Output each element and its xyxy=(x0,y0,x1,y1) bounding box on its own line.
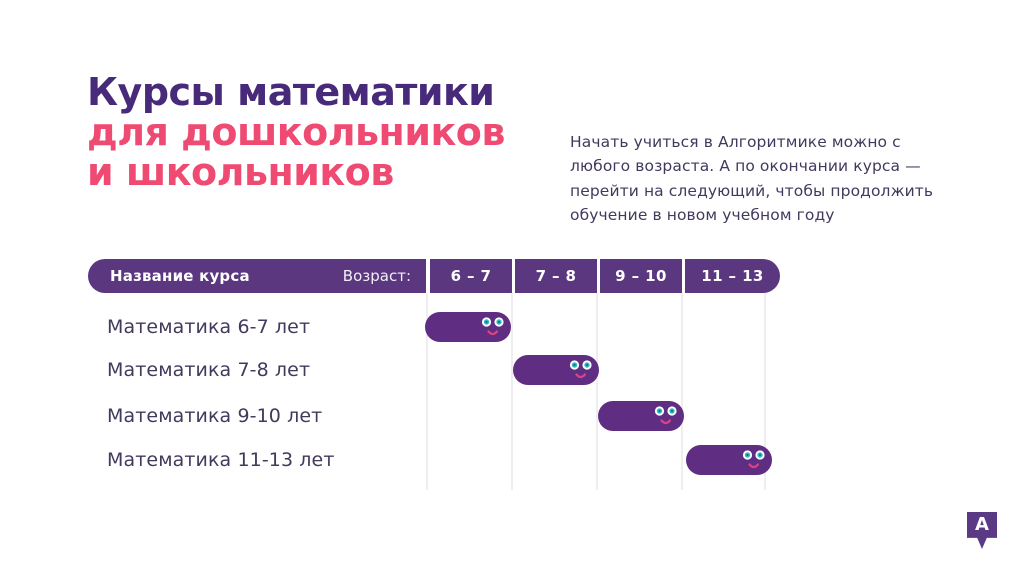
table-header-age-column: 11 – 13 xyxy=(685,259,780,293)
age-range-pill xyxy=(686,445,772,475)
column-grid-line xyxy=(596,293,598,490)
algoritmika-logo: A xyxy=(967,512,997,549)
table-header-age-column: 6 – 7 xyxy=(430,259,512,293)
table-header-course-name: Название курса Возраст: xyxy=(88,259,426,293)
table-header-age-column: 9 – 10 xyxy=(600,259,682,293)
smiley-face-icon xyxy=(569,360,592,379)
age-range-pill xyxy=(425,312,511,342)
column-grid-line xyxy=(511,293,513,490)
title-line-1: Курсы математики xyxy=(87,70,495,114)
age-header-label: Возраст: xyxy=(342,267,411,285)
column-grid-line xyxy=(426,293,428,490)
smiley-face-icon xyxy=(654,406,677,425)
title-line-3: и школьников xyxy=(87,150,394,194)
course-row-label: Математика 6-7 лет xyxy=(107,316,311,338)
course-row-label: Математика 9-10 лет xyxy=(107,405,323,427)
course-row-label: Математика 11-13 лет xyxy=(107,449,335,471)
page-title: Курсы математики для дошкольников и школ… xyxy=(87,72,505,192)
intro-paragraph: Начать учиться в Алгоритмике можно с люб… xyxy=(570,133,934,224)
course-row-label: Математика 7-8 лет xyxy=(107,359,311,381)
age-range-pill xyxy=(513,355,599,385)
title-line-2: для дошкольников xyxy=(87,110,505,154)
column-grid-line xyxy=(681,293,683,490)
logo-letter: A xyxy=(975,514,989,535)
course-name-header-label: Название курса xyxy=(110,267,250,285)
smiley-face-icon xyxy=(742,450,765,469)
smiley-face-icon xyxy=(481,317,504,336)
age-range-pill xyxy=(598,401,684,431)
column-grid-line xyxy=(764,293,766,490)
table-header-age-column: 7 – 8 xyxy=(515,259,597,293)
